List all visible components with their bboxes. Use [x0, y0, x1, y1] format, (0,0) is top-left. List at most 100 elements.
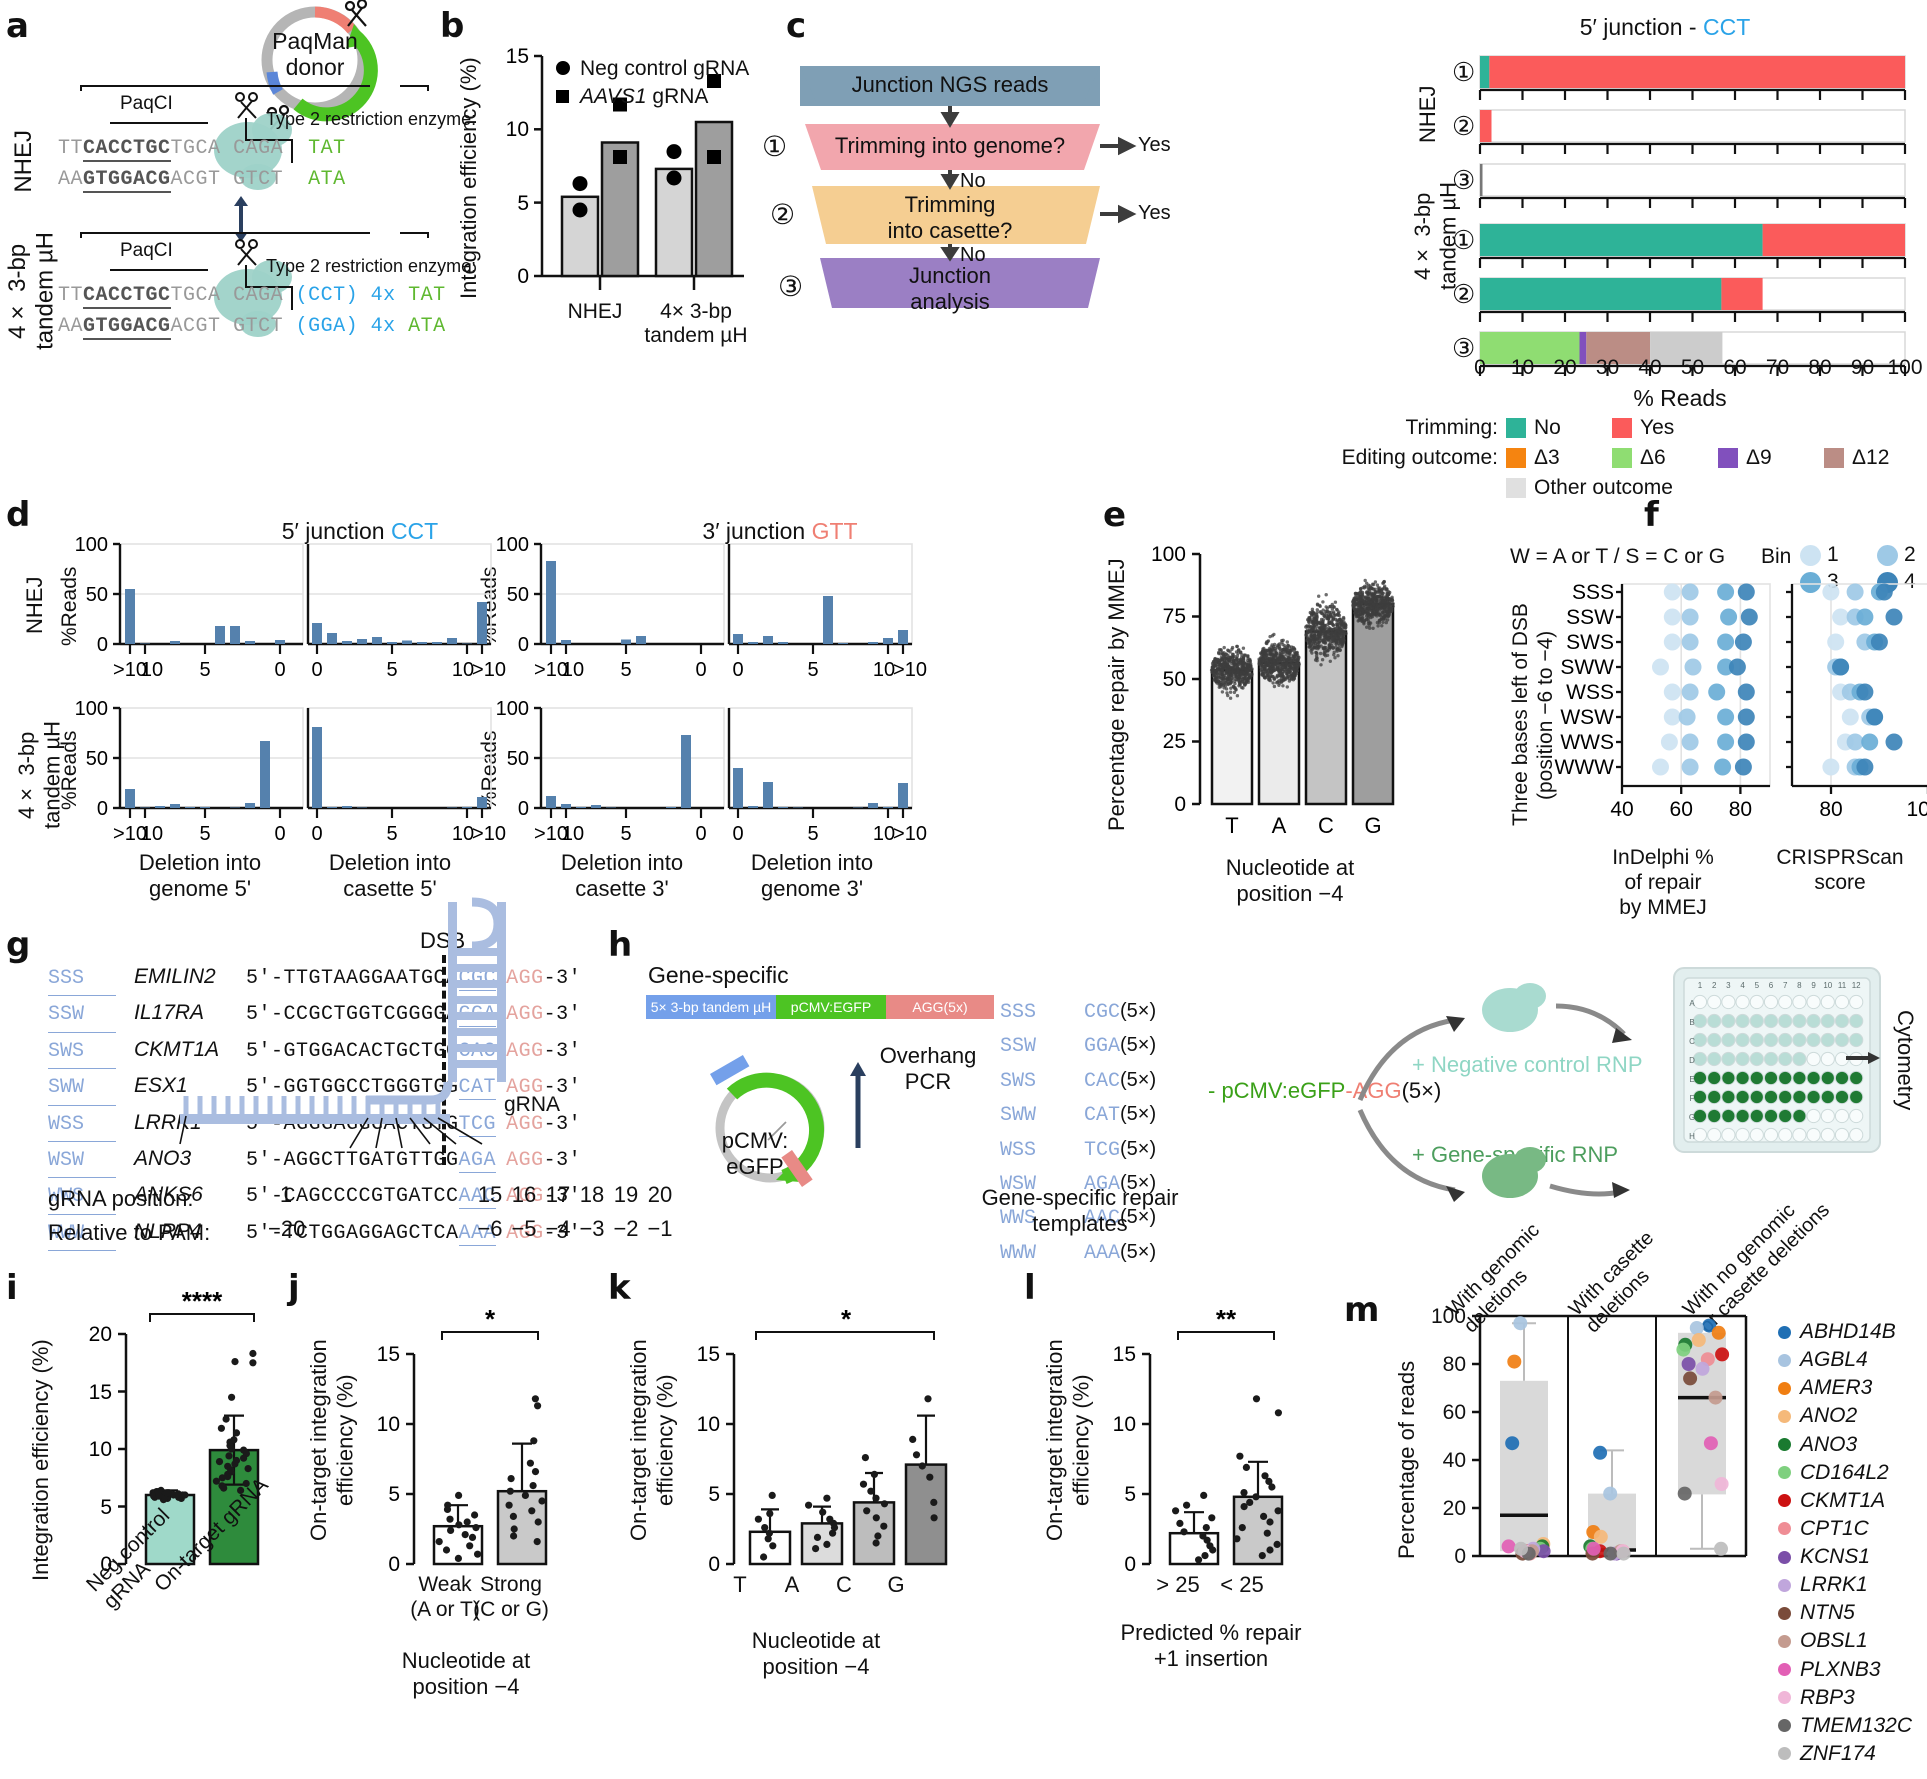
svg-text:WSS: WSS [1566, 681, 1614, 704]
panel-j-xlabel: Nucleotide at position −4 [401, 1648, 531, 1700]
panel-h-gene-specific-label: Gene-specific [648, 962, 789, 988]
svg-text:5: 5 [807, 659, 818, 681]
panel-a-bidir-arrow-icon [228, 196, 254, 242]
svg-text:100: 100 [1431, 1305, 1466, 1328]
rel-pam-0: −20 [268, 1216, 306, 1241]
svg-text:C: C [1689, 1037, 1695, 1046]
grna-pos-4: 18 [579, 1182, 605, 1207]
g-row-gene: ANO3 [134, 1146, 192, 1170]
svg-text:5: 5 [1755, 981, 1760, 990]
gene-dot-icon [1778, 1466, 1791, 1480]
xtick-5: 50 [1680, 356, 1705, 379]
bin-2-label: 2 [1904, 543, 1916, 566]
gene-name: ANO2 [1800, 1404, 1858, 1428]
flow-box-3-label: Junction analysis [909, 263, 991, 315]
panel-m-legend-item: CPT1C [1778, 1515, 1912, 1543]
svg-text:50: 50 [507, 748, 529, 770]
grna-position-row: gRNA position: [48, 1186, 194, 1211]
svg-text:5: 5 [386, 823, 397, 845]
panel-g-grna-label: gRNA [504, 1093, 561, 1116]
panel-c-row-num-3: ① [1452, 225, 1476, 255]
panel-d-xlabel-3: Deletion into genome 3' [750, 850, 874, 902]
flow-box-0-label: Junction NGS reads [851, 72, 1049, 97]
bin-1-label: 1 [1827, 543, 1839, 566]
panel-h-template-row: SWW CAT(5×) [1000, 1098, 1156, 1132]
template-mult: (5×) [1120, 1206, 1157, 1229]
svg-text:0: 0 [100, 1553, 112, 1576]
svg-text:0: 0 [518, 798, 529, 820]
svg-text:50: 50 [86, 748, 108, 770]
svg-text:20: 20 [89, 1323, 112, 1346]
rel-pam-3: −4 [545, 1216, 571, 1241]
svg-text:0: 0 [97, 634, 108, 656]
svg-text:B: B [1689, 1018, 1694, 1027]
seq-bot-left: AAGTGGACGACGT [58, 168, 221, 193]
panel-m-legend-item: TMEM132C [1778, 1712, 1912, 1740]
panel-k-chart: 15 10 5 0 * [672, 1298, 962, 1578]
panel-label-c: c [786, 6, 807, 46]
panel-c-chart-title: 5′ junction - CCT [1579, 14, 1751, 40]
svg-text:0: 0 [274, 823, 285, 845]
panel-l-xtick-1: < 25 [1220, 1572, 1264, 1597]
template-seq: CGC [1084, 1001, 1121, 1024]
svg-text:0: 0 [1174, 793, 1186, 816]
panel-e-svg: 100 75 50 25 0 T A C G [1151, 543, 1395, 838]
svg-text:0: 0 [695, 659, 706, 681]
g-row-seq: 5'-CAGCCCCGTGATCCAAC AGG-3' [246, 1185, 582, 1210]
svg-text:WWS: WWS [1560, 731, 1614, 754]
seq-top-left: TTCACCTGCTGCA [58, 137, 221, 162]
svg-text:0: 0 [518, 634, 529, 656]
panel-c-xlabel: % Reads [1633, 385, 1727, 411]
legend-row-other: Other outcome [1330, 476, 1927, 500]
g-row-code: SSS [48, 963, 116, 997]
paqci-label-2: PaqCI [120, 240, 173, 261]
panel-l-xlabel: Predicted % repair +1 insertion [1120, 1620, 1302, 1672]
template-code: WWS [1000, 1207, 1037, 1231]
template-code: SWS [1000, 1069, 1037, 1093]
panel-c-row-num-2: ③ [1452, 165, 1476, 195]
svg-text:>10: >10 [893, 823, 927, 845]
panel-m-legend-item: ABHD14B [1778, 1318, 1912, 1346]
svg-text:1: 1 [1698, 981, 1703, 990]
template-mult: (5×) [1120, 1137, 1157, 1160]
panel-g-grna-schematic [179, 836, 560, 1166]
grna-pos-1: 15 [477, 1182, 503, 1207]
grna-pos-2: 16 [511, 1182, 537, 1207]
g-row-code: WSW [48, 1145, 116, 1179]
svg-text:5: 5 [199, 659, 210, 681]
panel-h-overhang-label: Overhang PCR [879, 1043, 977, 1095]
panel-k-xtick-1: A [784, 1572, 800, 1597]
panel-label-e: e [1103, 495, 1127, 535]
g-row-code: SWS [48, 1036, 116, 1070]
panel-label-l: l [1024, 1268, 1036, 1308]
svg-text:0: 0 [517, 265, 529, 288]
svg-text:0: 0 [708, 1553, 720, 1576]
legend-swatch-d3 [1506, 448, 1526, 468]
svg-text:10: 10 [562, 659, 584, 681]
panel-m-chart: 100 80 60 40 20 0 [1428, 1305, 1758, 1608]
legend-swatch-other [1506, 478, 1526, 498]
rel-pam-1: −6 [477, 1216, 503, 1241]
svg-text:0: 0 [311, 659, 322, 681]
gene-name: ANO3 [1800, 1432, 1858, 1456]
svg-text:G: G [1364, 813, 1381, 838]
donor-label: PaqMan donor [272, 28, 358, 81]
panel-m-legend-item: RBP3 [1778, 1684, 1912, 1712]
g-row-gene: IL17RA [134, 1001, 205, 1025]
panel-j-ylabel: On-target integration efficiency (%) [306, 1339, 358, 1541]
svg-text:>10: >10 [113, 823, 147, 845]
template-seq: AAC [1084, 1207, 1121, 1231]
svg-text:50: 50 [1163, 668, 1186, 691]
svg-text:20: 20 [1443, 1497, 1466, 1520]
circle-marker-icon [556, 61, 570, 75]
svg-text:5: 5 [388, 1483, 400, 1506]
svg-text:5: 5 [517, 192, 529, 215]
gene-dot-icon [1778, 1691, 1791, 1705]
panel-a-nhej-seq: TTCACCTGCTGCA CAGA TAT AAGTGGACGACGT GTC… [58, 133, 346, 195]
panel-k-xtick-0: T [733, 1572, 747, 1597]
svg-text:5: 5 [620, 823, 631, 845]
panel-h-neg-rnp-label: + Negative control RNP [1412, 1052, 1643, 1077]
g-row-seq: 5'-GGTGGCCTGGGTGGCAT AGG-3' [246, 1076, 582, 1101]
panel-m-legend: ABHD14B AGBL4 AMER3 ANO2 ANO3 CD164L2 CKMT1A CP… [1778, 1318, 1912, 1768]
panel-label-k: k [608, 1268, 631, 1308]
